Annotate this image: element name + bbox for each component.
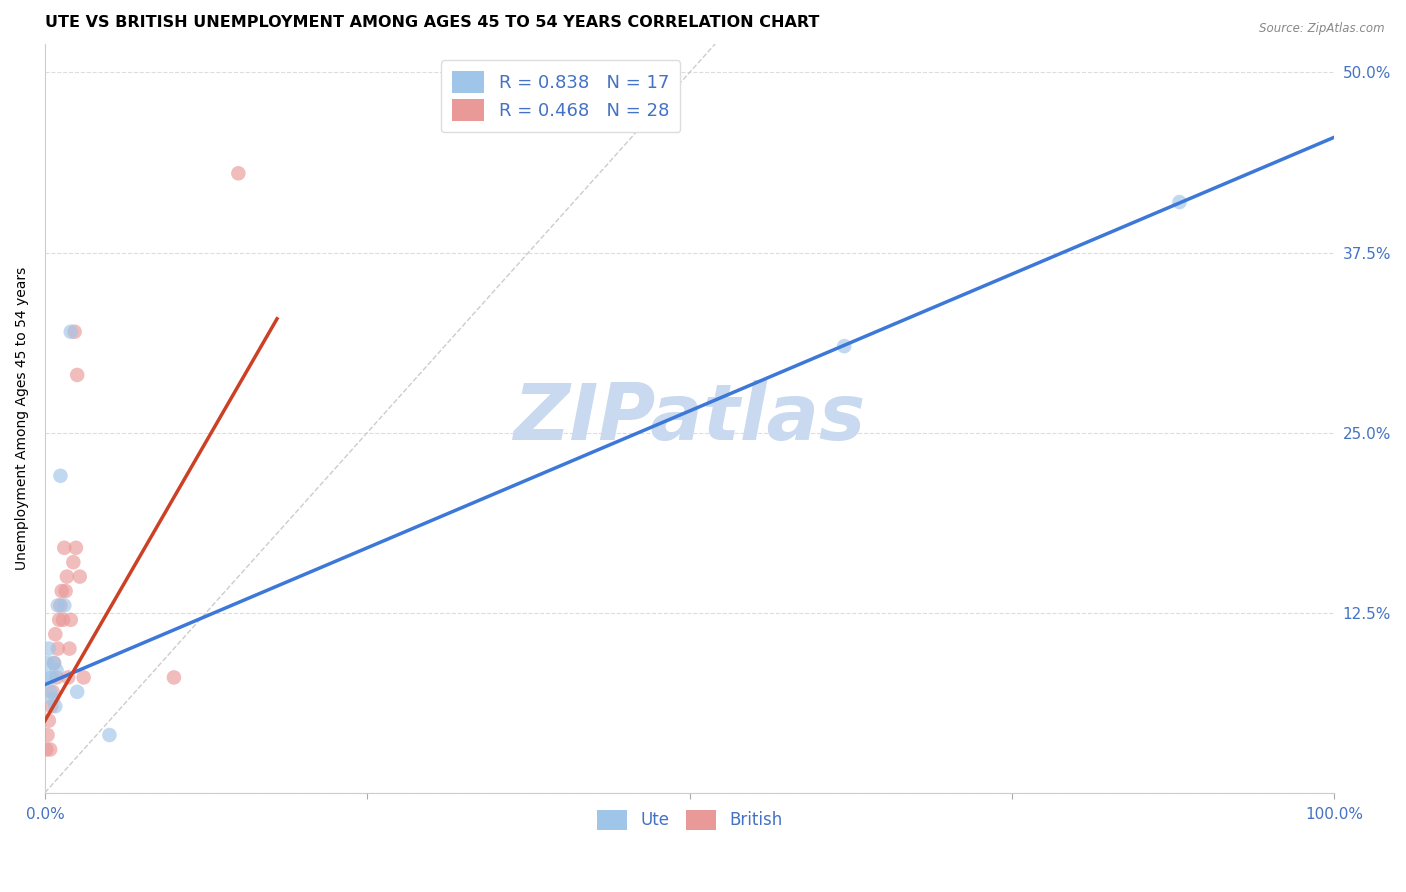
Point — [39, 742, 62, 756]
Point — [49, 599, 72, 613]
Point — [45, 663, 67, 677]
Point — [35, 742, 58, 756]
Point — [65, 541, 87, 555]
Point — [46, 599, 69, 613]
Point — [42, 656, 65, 670]
Point — [41, 699, 63, 714]
Point — [58, 641, 80, 656]
Point — [38, 641, 60, 656]
Text: ZIPatlas: ZIPatlas — [513, 380, 866, 456]
Point — [69, 569, 91, 583]
Point — [39, 685, 62, 699]
Point — [38, 714, 60, 728]
Point — [44, 699, 66, 714]
Point — [41, 685, 63, 699]
Point — [56, 670, 79, 684]
Point — [56, 569, 79, 583]
Text: UTE VS BRITISH UNEMPLOYMENT AMONG AGES 45 TO 54 YEARS CORRELATION CHART: UTE VS BRITISH UNEMPLOYMENT AMONG AGES 4… — [45, 15, 820, 30]
Point — [62, 555, 84, 569]
Point — [42, 656, 65, 670]
Point — [51, 584, 73, 599]
Point — [163, 670, 186, 684]
Point — [55, 584, 77, 599]
Point — [41, 670, 63, 684]
Point — [98, 728, 121, 742]
Point — [228, 166, 250, 180]
Point — [41, 692, 63, 706]
Point — [37, 728, 59, 742]
Point — [59, 613, 82, 627]
Point — [832, 339, 855, 353]
Point — [35, 670, 58, 684]
Legend: Ute, British: Ute, British — [591, 803, 789, 837]
Point — [72, 670, 94, 684]
Point — [49, 468, 72, 483]
Point — [59, 325, 82, 339]
Point — [63, 325, 86, 339]
Point — [52, 613, 75, 627]
Point — [66, 368, 89, 382]
Point — [46, 641, 69, 656]
Point — [66, 685, 89, 699]
Y-axis label: Unemployment Among Ages 45 to 54 years: Unemployment Among Ages 45 to 54 years — [15, 267, 30, 570]
Text: Source: ZipAtlas.com: Source: ZipAtlas.com — [1260, 22, 1385, 36]
Point — [1168, 195, 1191, 210]
Point — [37, 656, 59, 670]
Point — [53, 541, 76, 555]
Point — [53, 599, 76, 613]
Point — [45, 670, 67, 684]
Point — [44, 627, 66, 641]
Point — [48, 613, 70, 627]
